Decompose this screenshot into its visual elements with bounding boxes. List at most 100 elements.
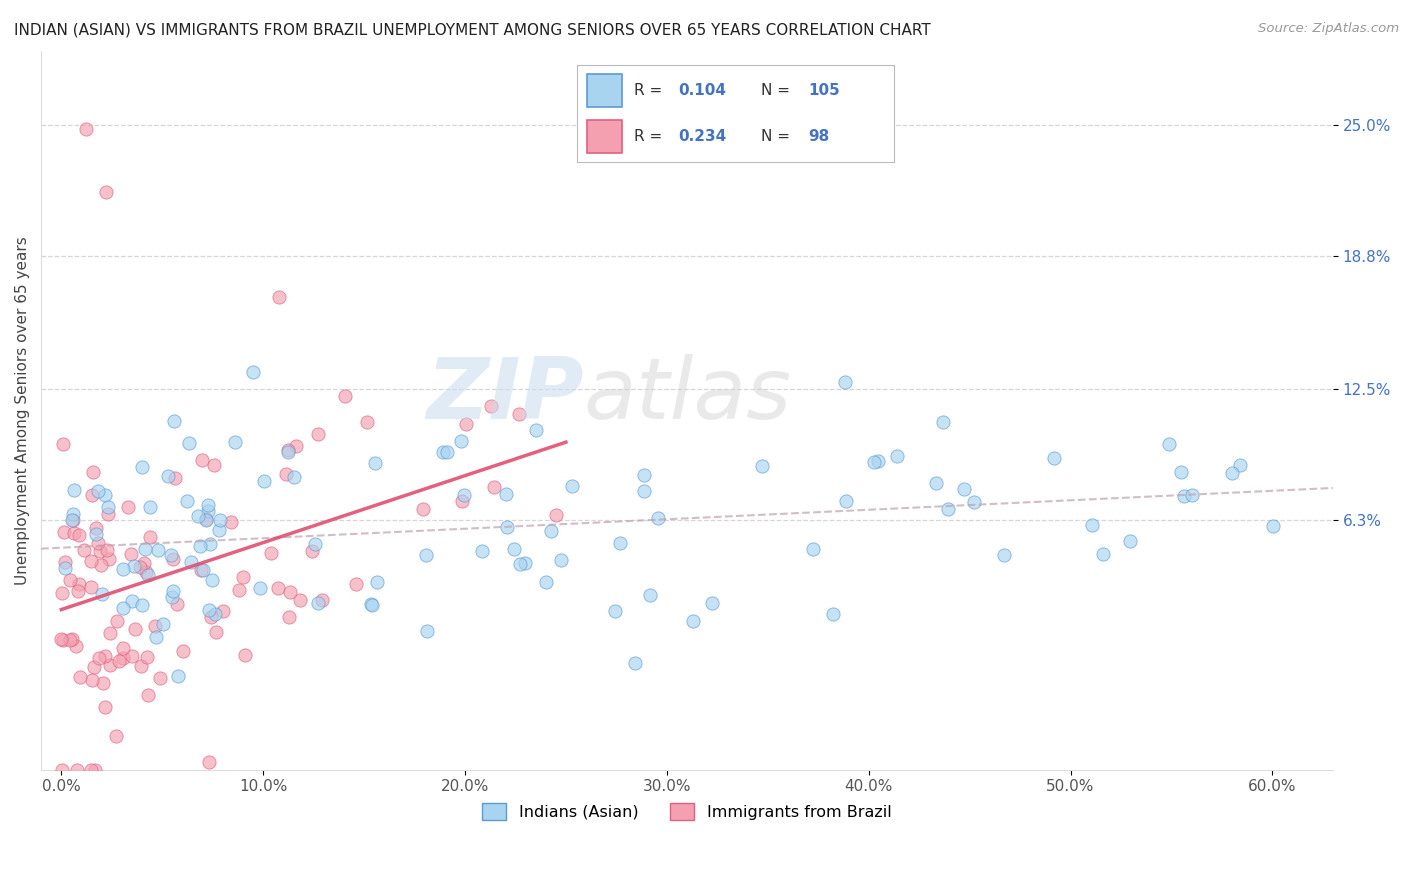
Point (80, 763, 103, 777)
Point (94, 649, 117, 664)
Point (167, 669, 190, 683)
Point (60, 632, 83, 646)
Point (160, 591, 183, 605)
Point (253, 475, 276, 489)
Point (208, 513, 231, 527)
Point (197, 504, 219, 518)
Point (91, 676, 114, 690)
Point (509, 557, 531, 571)
Point (416, 624, 439, 638)
Point (67, 528, 90, 542)
Text: atlas: atlas (583, 354, 792, 437)
Point (98, 551, 121, 566)
Point (453, 488, 475, 502)
Point (112, 640, 135, 655)
Point (1263, 519, 1285, 533)
Point (471, 544, 494, 558)
Point (187, 509, 209, 524)
Point (633, 483, 655, 498)
Point (432, 445, 454, 459)
Point (160, 548, 183, 562)
Point (801, 541, 824, 556)
Point (278, 585, 301, 599)
Point (52, 633, 75, 648)
Point (1119, 533, 1142, 548)
Y-axis label: Unemployment Among Seniors over 65 years: Unemployment Among Seniors over 65 years (15, 235, 30, 584)
Point (450, 434, 472, 448)
Point (111, 650, 134, 665)
Point (120, 547, 142, 561)
Text: INDIAN (ASIAN) VS IMMIGRANTS FROM BRAZIL UNEMPLOYMENT AMONG SENIORS OVER 65 YEAR: INDIAN (ASIAN) VS IMMIGRANTS FROM BRAZIL… (14, 22, 931, 37)
Point (90, 587, 112, 601)
Point (134, 566, 156, 580)
Point (197, 603, 219, 617)
Point (224, 435, 246, 450)
Point (87, 484, 110, 499)
Point (932, 415, 955, 429)
Text: ZIP: ZIP (426, 354, 583, 437)
Point (609, 536, 631, 550)
Point (479, 400, 502, 414)
Point (100, 626, 122, 640)
Point (131, 459, 153, 474)
Point (267, 290, 290, 304)
Point (1173, 489, 1195, 503)
Point (59, 633, 82, 648)
Point (307, 426, 329, 441)
Point (93, 699, 115, 714)
Point (121, 648, 143, 663)
Point (277, 442, 299, 457)
Point (60, 514, 83, 528)
Point (544, 508, 567, 522)
Point (149, 672, 172, 686)
Point (1222, 466, 1244, 480)
Point (356, 415, 378, 429)
Point (105, 729, 128, 743)
Point (96, 542, 118, 557)
Point (412, 501, 434, 516)
Point (232, 570, 254, 584)
Point (97, 500, 120, 515)
Point (51, 763, 73, 777)
Point (66, 583, 89, 598)
Point (550, 553, 572, 567)
Point (84, 527, 107, 541)
Point (62, 483, 84, 497)
Point (134, 557, 156, 571)
Point (508, 407, 530, 421)
Point (1170, 465, 1192, 479)
Point (162, 584, 184, 599)
Point (163, 415, 186, 429)
Point (938, 502, 960, 516)
Point (366, 574, 388, 589)
Point (534, 575, 557, 590)
Point (80, 580, 103, 594)
Point (134, 541, 156, 556)
Point (121, 594, 143, 608)
Point (53, 525, 76, 540)
Point (66, 763, 89, 777)
Point (963, 495, 986, 509)
Point (188, 539, 211, 553)
Point (191, 563, 214, 577)
Point (194, 512, 217, 526)
Point (143, 619, 166, 633)
Point (301, 544, 323, 558)
Point (124, 559, 146, 574)
Point (51, 586, 73, 600)
Point (90, 558, 112, 573)
Point (561, 478, 583, 492)
Point (502, 542, 524, 557)
Point (111, 600, 134, 615)
Point (162, 552, 184, 566)
Point (177, 435, 200, 450)
Point (176, 493, 198, 508)
Point (450, 493, 472, 508)
Point (201, 573, 224, 587)
Point (51, 632, 73, 646)
Point (202, 458, 225, 473)
Point (73, 542, 96, 557)
Point (311, 593, 333, 607)
Point (495, 519, 517, 533)
Point (136, 650, 159, 665)
